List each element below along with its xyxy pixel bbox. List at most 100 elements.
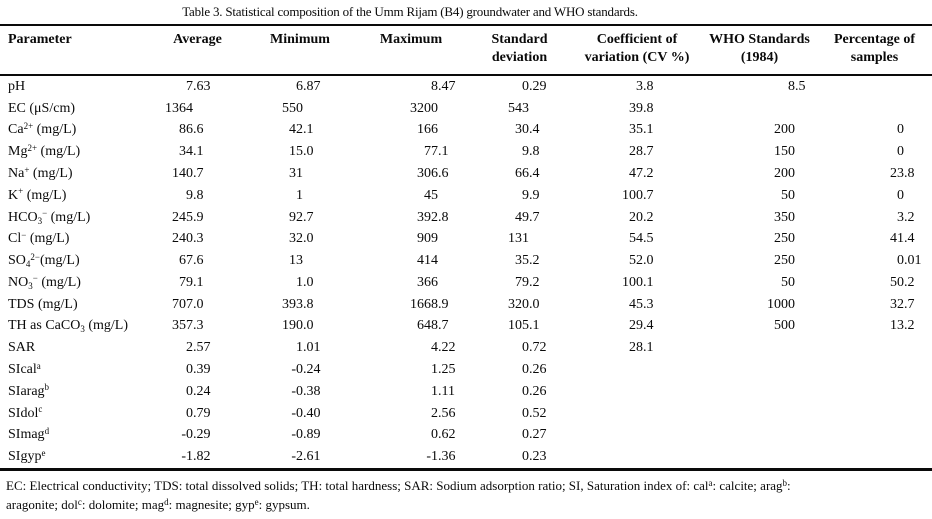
fraction-part: .0 xyxy=(529,296,540,312)
integer-part: 8 xyxy=(431,78,438,94)
fraction-part xyxy=(795,231,817,247)
fraction-part: .23 xyxy=(529,449,547,465)
integer-part: 45 xyxy=(629,296,643,312)
cell-max: 0.62 xyxy=(355,427,467,443)
table-header-row: Parameter Average Minimum Maximum Standard de… xyxy=(0,24,932,76)
column-header-pct: Percentage of samples xyxy=(817,31,932,74)
integer-part: 320 xyxy=(508,296,529,312)
cell-pct: 0 xyxy=(817,122,932,138)
text-segment: (mg/L) xyxy=(23,187,67,203)
integer-part: 550 xyxy=(282,100,303,116)
fraction-part: .8 xyxy=(529,144,540,160)
fraction-part xyxy=(303,101,355,117)
cell-std: 0.26 xyxy=(467,362,572,378)
cell-cv: 100.1 xyxy=(572,275,702,291)
header-line: variation (CV %) xyxy=(584,50,690,65)
integer-part: 1 xyxy=(431,383,438,399)
text-segment: Mg xyxy=(8,144,28,160)
integer-part: 31 xyxy=(289,166,303,182)
fraction-part: .47 xyxy=(438,78,456,94)
fraction-part: .5 xyxy=(643,231,654,247)
text-segment: : gypsum. xyxy=(258,497,310,512)
cell-cv: 45.3 xyxy=(572,297,702,313)
integer-part: 357 xyxy=(172,318,193,334)
table-row: pH 7.63 6.87 8.47 0.29 3.8 8.5 xyxy=(0,76,932,98)
fraction-part: .7 xyxy=(303,209,314,225)
fraction-part: .0 xyxy=(303,231,314,247)
text-segment: (mg/L) xyxy=(26,231,70,247)
integer-part: 1 xyxy=(431,362,438,378)
superscript: + xyxy=(18,186,24,197)
text-segment: : xyxy=(787,478,791,493)
cell-max: 166 xyxy=(355,122,467,138)
integer-part: -0 xyxy=(291,405,303,421)
cell-std: 30.4 xyxy=(467,122,572,138)
column-header-param: Parameter xyxy=(0,31,150,74)
cell-who: 500 xyxy=(702,318,817,334)
superscript: e xyxy=(254,496,259,507)
footnote-line: aragonite; dolc: dolomite; magd: magnesi… xyxy=(6,496,926,515)
cell-std: 0.52 xyxy=(467,406,572,422)
fraction-part: .79 xyxy=(193,405,211,421)
fraction-part: .7 xyxy=(193,166,204,182)
cell-avg: 245.9 xyxy=(150,210,245,226)
cell-std: 0.72 xyxy=(467,340,572,356)
integer-part: 34 xyxy=(179,144,193,160)
text-segment: : dolomite; mag xyxy=(81,497,165,512)
integer-part: 3200 xyxy=(410,100,438,116)
text-segment: pH xyxy=(8,78,26,94)
fraction-part: .6 xyxy=(193,122,204,138)
fraction-part: .1 xyxy=(643,122,654,138)
fraction-part: .0 xyxy=(193,296,204,312)
integer-part: 0 xyxy=(522,340,529,356)
fraction-part xyxy=(438,101,467,117)
cell-min: 31 xyxy=(245,166,355,182)
cell-param: Mg2+ (mg/L) xyxy=(0,143,150,160)
cell-pct: 32.7 xyxy=(817,297,932,313)
cell-avg: 707.0 xyxy=(150,297,245,313)
integer-part: 366 xyxy=(417,274,438,290)
superscript: − xyxy=(42,208,48,219)
header-line: Percentage of xyxy=(834,32,915,47)
cell-avg: -1.82 xyxy=(150,449,245,465)
text-segment: Cl xyxy=(8,231,22,247)
cell-param: Na+ (mg/L) xyxy=(0,165,150,182)
fraction-part: .1 xyxy=(193,144,204,160)
fraction-part: .52 xyxy=(529,405,547,421)
cell-param: pH xyxy=(0,79,150,95)
cell-min: -0.89 xyxy=(245,427,355,443)
fraction-part: .3 xyxy=(643,296,654,312)
cell-min: 42.1 xyxy=(245,122,355,138)
integer-part: 39 xyxy=(629,100,643,116)
cell-avg: 0.79 xyxy=(150,406,245,422)
header-line: Parameter xyxy=(8,32,72,47)
cell-min: -0.38 xyxy=(245,384,355,400)
integer-part: 35 xyxy=(629,122,643,138)
integer-part: 707 xyxy=(172,296,193,312)
fraction-part: .29 xyxy=(529,78,547,94)
fraction-part xyxy=(193,101,245,117)
cell-std: 320.0 xyxy=(467,297,572,313)
cell-min: 6.87 xyxy=(245,79,355,95)
fraction-part: .11 xyxy=(438,383,455,399)
column-header-who: WHO Standards (1984) xyxy=(702,31,817,74)
integer-part: 45 xyxy=(424,187,438,203)
cell-cv: 54.5 xyxy=(572,231,702,247)
cell-std: 49.7 xyxy=(467,210,572,226)
text-segment: Na xyxy=(8,166,25,182)
text-segment: (mg/L) xyxy=(84,318,128,334)
superscript: 2+ xyxy=(23,120,34,131)
cell-cv: 28.1 xyxy=(572,340,702,356)
cell-who: 150 xyxy=(702,144,817,160)
integer-part: 0 xyxy=(522,405,529,421)
table-row: Na+ (mg/L) 140.7 31 306.6 66.4 47.2 200 23.8 xyxy=(0,163,932,185)
integer-part: 50 xyxy=(890,274,904,290)
cell-pct: 50.2 xyxy=(817,275,932,291)
cell-avg: 140.7 xyxy=(150,166,245,182)
cell-cv: 20.2 xyxy=(572,210,702,226)
fraction-part: .87 xyxy=(303,78,321,94)
column-header-max: Maximum xyxy=(355,31,467,74)
integer-part: 0 xyxy=(897,144,904,160)
fraction-part: .6 xyxy=(193,253,204,269)
cell-min: 393.8 xyxy=(245,297,355,313)
